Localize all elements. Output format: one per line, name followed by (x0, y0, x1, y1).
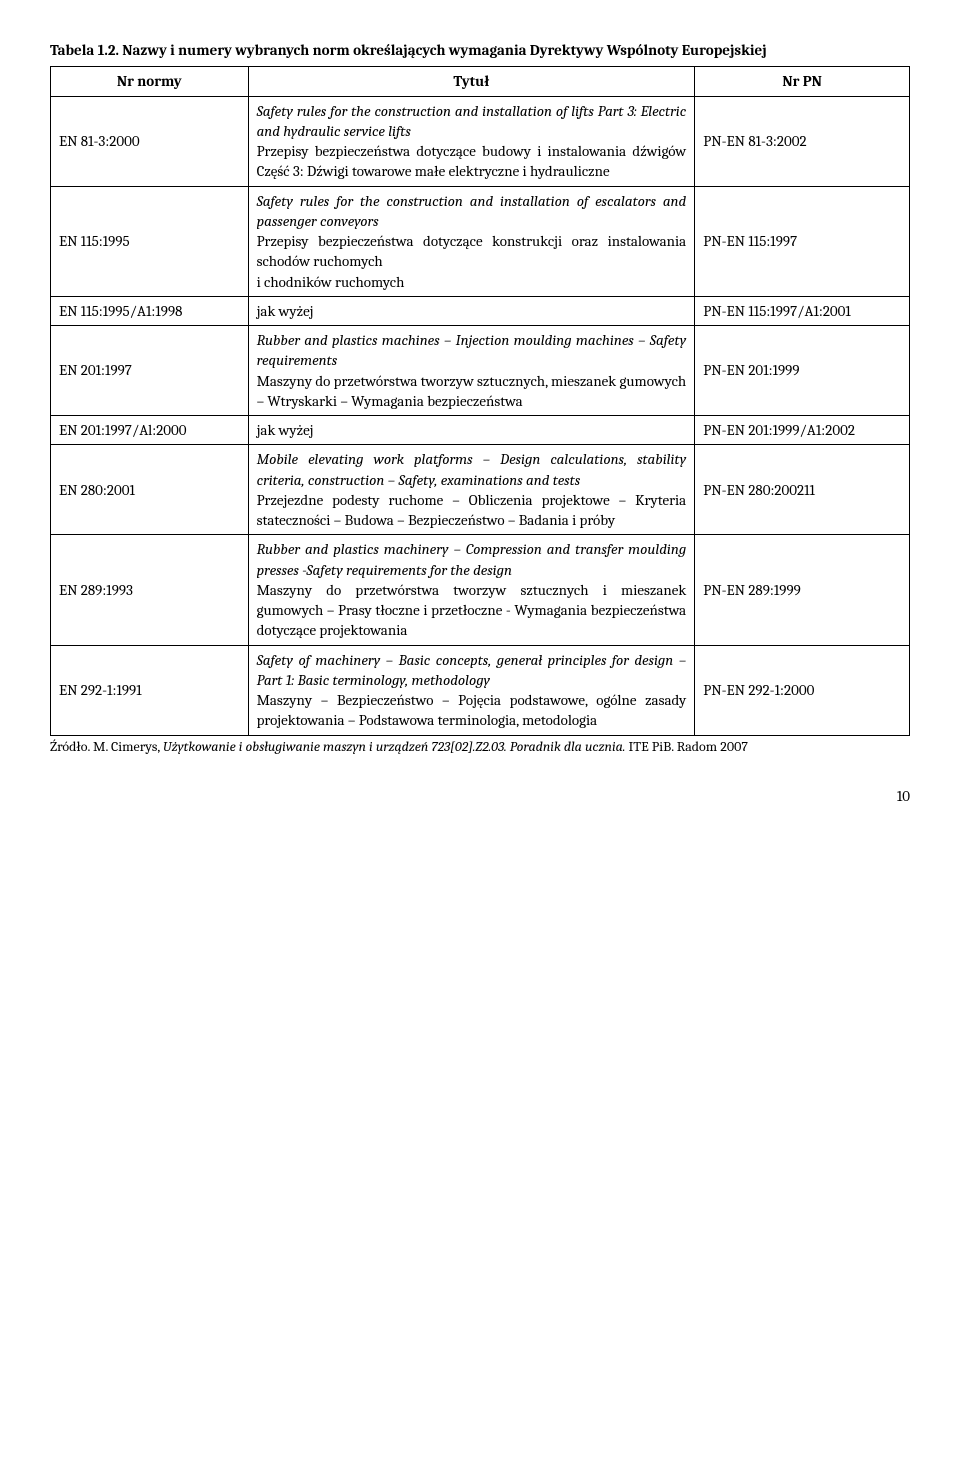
table-row: EN 201:1997 Rubber and plastics machines… (51, 326, 910, 416)
header-tytul: Tytuł (248, 67, 695, 96)
caption-rest: Nazwy i numery wybranych norm określając… (119, 41, 767, 59)
title-pl2: i chodników ruchomych (257, 273, 405, 291)
cell-title: Rubber and plastics machines – Injection… (248, 326, 695, 416)
header-nr-pn: Nr PN (695, 67, 910, 96)
table-row: EN 292-1:1991 Safety of machinery – Basi… (51, 645, 910, 735)
title-pl: Maszyny do przetwórstwa tworzyw sztuczny… (257, 581, 687, 640)
title-italic: Safety of machinery – Basic concepts, ge… (257, 651, 687, 689)
footnote-italic: Użytkowanie i obsługiwanie maszyn i urzą… (163, 738, 626, 755)
cell-nr: EN 81-3:2000 (51, 96, 249, 186)
table-row: EN 201:1997/Al:2000 jak wyżej PN-EN 201:… (51, 416, 910, 445)
source-footnote: Źródło. M. Cimerys, Użytkowanie i obsług… (50, 738, 910, 757)
table-row: EN 289:1993 Rubber and plastics machiner… (51, 535, 910, 645)
footnote-prefix: Źródło. M. Cimerys, (50, 738, 163, 755)
table-row: EN 280:2001 Mobile elevating work platfo… (51, 445, 910, 535)
table-row: EN 81-3:2000 Safety rules for the constr… (51, 96, 910, 186)
cell-title: Safety rules for the construction and in… (248, 186, 695, 296)
title-italic: Mobile elevating work platforms – Design… (257, 450, 687, 488)
cell-nr: EN 289:1993 (51, 535, 249, 645)
cell-title: jak wyżej (248, 296, 695, 325)
cell-pn: PN-EN 201:1999/A1:2002 (695, 416, 910, 445)
cell-title: Rubber and plastics machinery – Compress… (248, 535, 695, 645)
title-italic: Safety rules for the construction and in… (257, 102, 687, 140)
standards-table: Nr normy Tytuł Nr PN EN 81-3:2000 Safety… (50, 66, 910, 735)
table-row: EN 115:1995 Safety rules for the constru… (51, 186, 910, 296)
title-pl: Maszyny do przetwórstwa tworzyw sztuczny… (257, 372, 687, 410)
cell-pn: PN-EN 289:1999 (695, 535, 910, 645)
cell-pn: PN-EN 201:1999 (695, 326, 910, 416)
footnote-rest: ITE PiB. Radom 2007 (625, 738, 748, 755)
cell-pn: PN-EN 292-1:2000 (695, 645, 910, 735)
cell-nr: EN 292-1:1991 (51, 645, 249, 735)
cell-nr: EN 280:2001 (51, 445, 249, 535)
table-row: EN 115:1995/A1:1998 jak wyżej PN-EN 115:… (51, 296, 910, 325)
title-pl: Przejezdne podesty ruchome – Obliczenia … (257, 491, 687, 529)
cell-pn: PN-EN 81-3:2002 (695, 96, 910, 186)
title-pl: Maszyny – Bezpieczeństwo – Pojęcia podst… (257, 691, 687, 729)
cell-title: Safety rules for the construction and in… (248, 96, 695, 186)
cell-pn: PN-EN 115:1997 (695, 186, 910, 296)
title-italic: Rubber and plastics machinery – Compress… (257, 540, 687, 578)
page-number: 10 (50, 786, 910, 806)
header-nr-normy: Nr normy (51, 67, 249, 96)
cell-nr: EN 115:1995/A1:1998 (51, 296, 249, 325)
cell-nr: EN 201:1997 (51, 326, 249, 416)
title-pl: Przepisy bezpieczeństwa dotyczące konstr… (257, 232, 687, 270)
caption-bold: Tabela 1.2. (50, 41, 119, 59)
cell-title: Safety of machinery – Basic concepts, ge… (248, 645, 695, 735)
cell-title: Mobile elevating work platforms – Design… (248, 445, 695, 535)
title-italic: Rubber and plastics machines – Injection… (257, 331, 687, 369)
cell-title: jak wyżej (248, 416, 695, 445)
table-caption: Tabela 1.2. Nazwy i numery wybranych nor… (50, 40, 910, 60)
title-italic: Safety rules for the construction and in… (257, 192, 687, 230)
cell-pn: PN-EN 115:1997/A1:2001 (695, 296, 910, 325)
table-header-row: Nr normy Tytuł Nr PN (51, 67, 910, 96)
title-pl: Przepisy bezpieczeństwa dotyczące budowy… (257, 142, 687, 180)
cell-nr: EN 115:1995 (51, 186, 249, 296)
cell-pn: PN-EN 280:200211 (695, 445, 910, 535)
cell-nr: EN 201:1997/Al:2000 (51, 416, 249, 445)
